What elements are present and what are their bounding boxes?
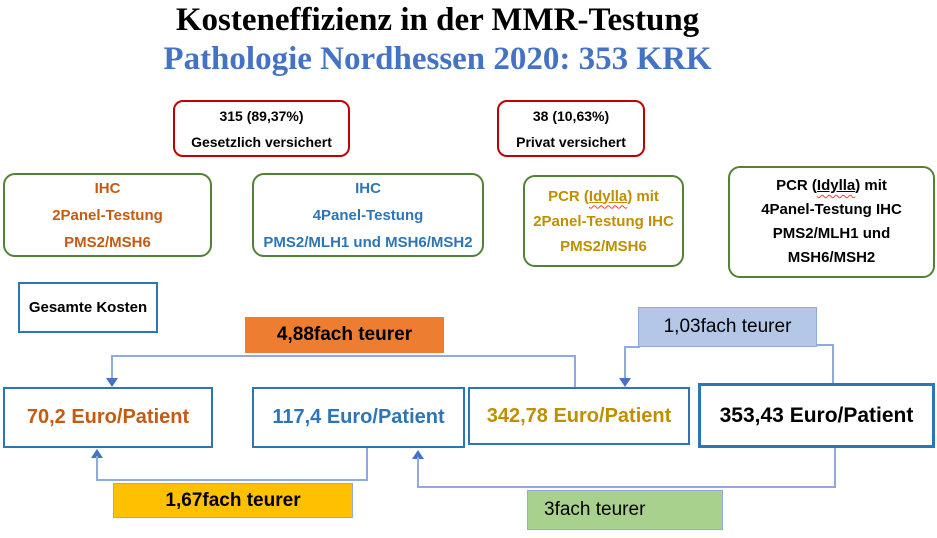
method-line: PMS2/MLH1 und MSH6/MSH2 <box>263 233 473 251</box>
cost-value: 70,2 Euro/Patient <box>26 406 190 428</box>
method-line: PCR (Idylla) mit <box>730 174 933 198</box>
insured-private-label: Privat versichert <box>516 133 626 150</box>
misspelled-word-text: Idylla <box>816 177 856 194</box>
method-line: 2Panel-Testung IHC <box>533 212 674 230</box>
connector-3x-left-vertical <box>417 457 419 488</box>
total-cost-header-box: Gesamte Kosten <box>18 282 158 333</box>
comparison-167-label: 1,67fach teurer <box>113 483 353 518</box>
arrow-up-icon <box>91 449 103 458</box>
connector-167-left-vertical <box>96 456 98 481</box>
method-line: PCR (Idylla) mit <box>525 184 682 209</box>
arrow-down-icon <box>106 378 118 387</box>
connector-167-horizontal <box>96 479 368 481</box>
method-pcr-4panel-box: PCR (Idylla) mit 4Panel-Testung IHC PMS2… <box>728 166 935 278</box>
method-line: 4Panel-Testung <box>312 206 424 224</box>
total-cost-header-label: Gesamte Kosten <box>28 299 148 316</box>
comparison-text: 1,03fach teurer <box>663 316 792 337</box>
connector-103-right-horizontal <box>816 344 834 346</box>
method-line: PMS2/MSH6 <box>64 233 151 251</box>
method-line: MSH6/MSH2 <box>787 249 876 266</box>
comparison-text: 3fach teurer <box>544 499 646 520</box>
method-line: IHC <box>94 179 121 197</box>
cost-box-ihc-2panel: 70,2 Euro/Patient <box>3 387 213 448</box>
slide-title: Kosteneffizienz in der MMR-Testung <box>175 2 700 38</box>
comparison-488-label: 4,88fach teurer <box>245 317 444 353</box>
connector-3x-horizontal <box>417 486 836 488</box>
insured-private-box: 38 (10,63%) Privat versichert <box>497 100 645 157</box>
method-line: IHC <box>355 179 381 197</box>
method-line-part: ) mit <box>855 177 887 194</box>
cost-value: 117,4 Euro/Patient <box>272 406 445 428</box>
cost-value: 353,43 Euro/Patient <box>719 403 914 427</box>
insured-private-count: 38 (10,63%) <box>532 107 610 124</box>
connector-488-left-vertical <box>111 355 113 379</box>
method-ihc-4panel-box: IHC 4Panel-Testung PMS2/MLH1 und MSH6/MS… <box>252 173 484 257</box>
cost-box-pcr-2panel: 342,78 Euro/Patient <box>468 387 690 445</box>
comparison-text: 4,88fach teurer <box>276 324 413 345</box>
connector-488-horizontal <box>111 355 575 357</box>
method-pcr-2panel-box: PCR (Idylla) mit 2Panel-Testung IHC PMS2… <box>523 175 684 267</box>
connector-103-right-vertical <box>832 344 834 383</box>
method-line: PMS2/MSH6 <box>560 237 647 255</box>
title-block: Kosteneffizienz in der MMR-Testung Patho… <box>0 0 875 78</box>
method-line: 2Panel-Testung <box>52 206 163 224</box>
comparison-103-label: 1,03fach teurer <box>638 307 817 347</box>
arrow-up-icon <box>412 450 424 459</box>
method-line: PMS2/MLH1 und <box>772 225 891 242</box>
slide-subtitle: Pathologie Nordhessen 2020: 353 KRK <box>163 41 712 77</box>
misspelled-word-text: Idylla <box>588 187 628 205</box>
method-line-part: PCR ( <box>776 177 817 194</box>
insured-statutory-box: 315 (89,37%) Gesetzlich versichert <box>173 100 350 157</box>
connector-488-right-vertical <box>574 355 576 387</box>
cost-value: 342,78 Euro/Patient <box>486 404 672 427</box>
connector-103-left-vertical <box>624 346 626 378</box>
connector-167-right-vertical <box>366 448 368 481</box>
arrow-down-icon <box>619 378 631 387</box>
method-line-part: PCR ( <box>548 187 589 205</box>
method-ihc-2panel-box: IHC 2Panel-Testung PMS2/MSH6 <box>3 173 212 257</box>
comparison-text: 1,67fach teurer <box>165 489 301 511</box>
method-line-part: ) mit <box>627 187 659 205</box>
misspelled-word: Idylla <box>589 188 627 205</box>
cost-box-ihc-4panel: 117,4 Euro/Patient <box>252 387 465 448</box>
insured-statutory-label: Gesetzlich versichert <box>191 133 332 150</box>
comparison-3x-label: 3fach teurer <box>527 490 723 530</box>
insured-statutory-count: 315 (89,37%) <box>219 107 304 124</box>
cost-box-pcr-4panel: 353,43 Euro/Patient <box>698 383 935 448</box>
connector-103-left-horizontal <box>624 346 640 348</box>
connector-3x-right-vertical <box>834 448 836 488</box>
method-line: 4Panel-Testung IHC <box>761 201 902 218</box>
misspelled-word: Idylla <box>817 177 855 194</box>
